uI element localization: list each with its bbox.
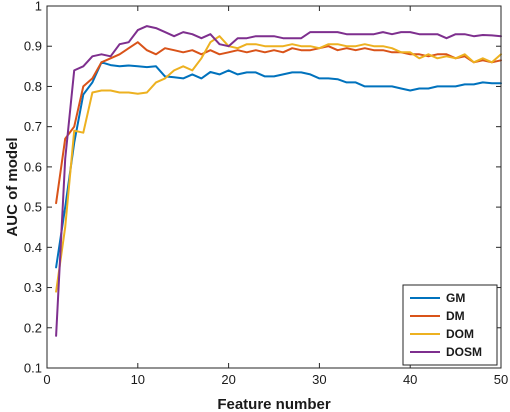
- y-tick-label: 0.1: [24, 361, 42, 376]
- legend-label-dom: DOM: [446, 327, 474, 341]
- y-tick-label: 0.5: [24, 200, 42, 215]
- x-tick-label: 10: [131, 372, 145, 387]
- x-tick-label: 50: [494, 372, 508, 387]
- y-tick-label: 0.9: [24, 39, 42, 54]
- x-tick-label: 40: [403, 372, 417, 387]
- legend-label-gm: GM: [446, 291, 465, 305]
- series-line-gm: [55, 61, 502, 269]
- y-tick-label: 0.2: [24, 320, 42, 335]
- y-axis-label: AUC of model: [4, 137, 21, 236]
- tick-layer: 0 10 20 30 40 50 0.1 0.2 0.3 0.4 0.5 0.6 0.7 0.8 0.9 1: [24, 0, 508, 387]
- x-axis-label: Feature number: [217, 396, 331, 412]
- x-tick-label: 20: [221, 372, 235, 387]
- y-tick-label: 0.4: [24, 240, 42, 255]
- x-tick-label: 30: [312, 372, 326, 387]
- y-tick-label: 0.3: [24, 280, 42, 295]
- x-tick-label: 0: [43, 372, 50, 387]
- y-tick-label: 0.8: [24, 79, 42, 94]
- legend: GM DM DOM DOSM: [402, 284, 498, 366]
- plot-frame: [46, 5, 502, 369]
- y-tick-label: 0.6: [24, 159, 42, 174]
- series-line-dosm: [55, 25, 502, 337]
- legend-label-dosm: DOSM: [446, 345, 482, 359]
- series-layer: [55, 25, 502, 337]
- series-line-dom: [55, 35, 502, 293]
- y-tick-label: 0.7: [24, 119, 42, 134]
- y-tick-label: 1: [35, 0, 42, 14]
- legend-label-dm: DM: [446, 309, 465, 323]
